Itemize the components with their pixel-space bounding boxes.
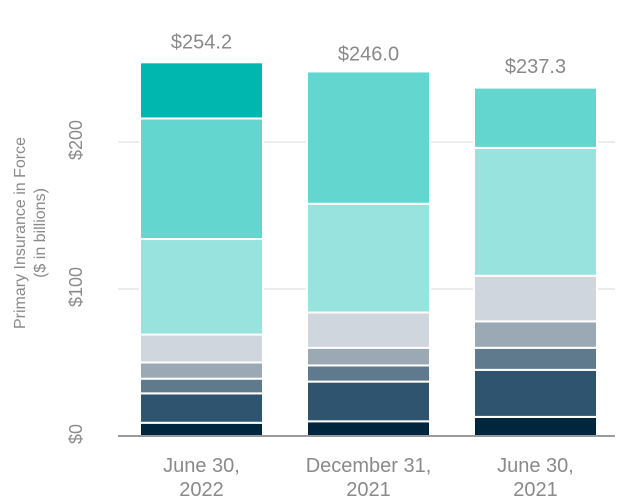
y-axis-title-line2: ($ in billions) (32, 188, 49, 278)
y-tick-labels: $0 $100 $200 (66, 120, 86, 444)
category-label-line2-0: 2022 (179, 479, 224, 500)
bar-1-segment-1 (306, 420, 431, 437)
total-label-1: $246.0 (338, 43, 399, 65)
bar-2-segment-6 (473, 146, 598, 277)
bar-2-segment-5 (473, 274, 598, 323)
category-label-line2-1: 2021 (346, 479, 391, 500)
bar-0-segment-4 (139, 361, 264, 380)
bar-2-segment-7 (473, 86, 598, 149)
category-label-line2-2: 2021 (513, 479, 558, 500)
total-label-2: $237.3 (505, 56, 566, 78)
bar-0-segment-6 (139, 238, 264, 336)
category-label-line1-2: June 30, (497, 455, 574, 477)
bar-1-segment-7 (306, 70, 431, 205)
total-labels: $254.2 $246.0 $237.3 (171, 31, 566, 78)
bar-2-segment-3 (473, 346, 598, 371)
bar-2-segment-4 (473, 320, 598, 349)
y-tick-label-1: $100 (66, 267, 86, 307)
bar-0-segment-5 (139, 333, 264, 364)
total-label-0: $254.2 (171, 31, 232, 53)
bar-0-segment-8 (139, 61, 264, 120)
bar-1-segment-5 (306, 311, 431, 349)
y-tick-label-0: $0 (66, 424, 86, 444)
bar-0-segment-3 (139, 377, 264, 395)
bar-0-segment-1 (139, 421, 264, 437)
bar-2-segment-2 (473, 368, 598, 418)
bar-2-segment-1 (473, 415, 598, 438)
y-tick-label-2: $200 (66, 120, 86, 160)
category-label-line1-0: June 30, (163, 455, 240, 477)
bar-1-segment-3 (306, 364, 431, 383)
bar-1-segment-4 (306, 346, 431, 367)
bar-1-segment-6 (306, 202, 431, 314)
bar-0-segment-2 (139, 392, 264, 424)
bar-1-segment-2 (306, 380, 431, 423)
bars (139, 61, 598, 438)
category-label-line1-1: December 31, (306, 455, 432, 477)
y-axis-title-line1: Primary Insurance in Force (12, 137, 29, 329)
bar-0-segment-7 (139, 117, 264, 241)
